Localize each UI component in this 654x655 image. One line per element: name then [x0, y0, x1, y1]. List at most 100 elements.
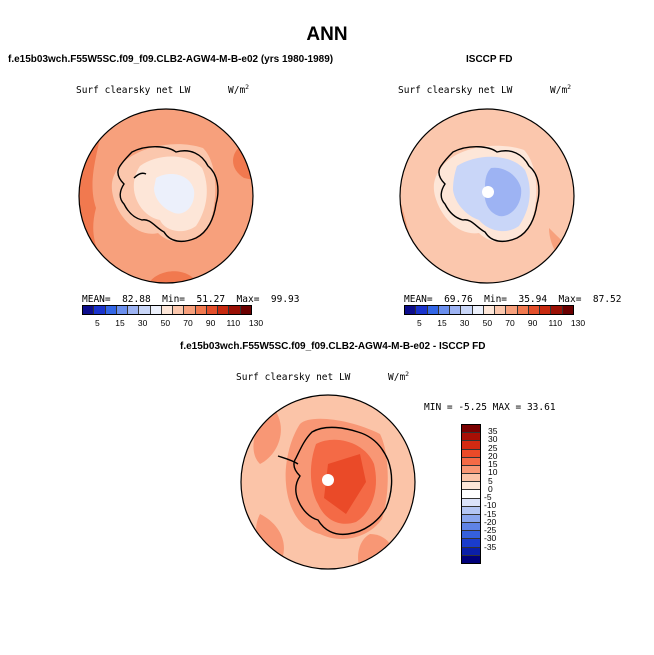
colorbar-tick-label: 130 — [248, 318, 264, 328]
model-stats: MEAN= 82.88 Min= 51.27 Max= 99.93 — [82, 294, 300, 305]
colorbar-swatch — [437, 306, 450, 314]
colorbar-tick-label: -25 — [484, 525, 497, 536]
obs-colorbar-labels: 5 15 30 50 70 90 110 130 — [404, 318, 585, 330]
obs-antarctica-coastline — [438, 146, 540, 243]
colorbar-tick-label: 50 — [482, 318, 493, 328]
diff-interior-max — [324, 454, 366, 514]
model-units-label: W/m2 — [228, 83, 250, 97]
diff-warm-patch-northwest — [253, 404, 281, 464]
colorbar-swatch — [505, 306, 517, 314]
colorbar-swatch — [462, 554, 480, 563]
diff-variable-label: Surf clearsky net LW — [236, 372, 351, 383]
obs-coldest-interior — [484, 167, 522, 217]
colorbar-tick-label: 15 — [437, 318, 447, 328]
colorbar-swatch — [104, 306, 116, 314]
obs-units-label: W/m2 — [550, 83, 572, 97]
colorbar-tick-label: 5 — [488, 475, 493, 486]
colorbar-tick-label: 10 — [488, 467, 498, 478]
colorbar-swatch — [462, 440, 480, 449]
colorbar-swatch — [471, 306, 483, 314]
model-panel-header: f.e15b03wch.F55W5SC.f09_f09.CLB2-AGW4-M-… — [8, 54, 334, 65]
obs-stats: MEAN= 69.76 Min= 35.94 Max= 87.52 — [404, 294, 622, 305]
colorbar-tick-label: 110 — [226, 318, 241, 328]
diff-panel-header: f.e15b03wch.F55W5SC.f09_f09.CLB2-AGW4-M-… — [180, 341, 486, 352]
obs-panel-header: ISCCP FD — [466, 54, 513, 65]
colorbar-tick-label: 15 — [115, 318, 125, 328]
colorbar-tick-label: -5 — [484, 492, 492, 503]
colorbar-tick-label: 70 — [505, 318, 515, 328]
diff-antarctica-coastline — [277, 426, 393, 536]
colorbar-tick-label: -10 — [484, 500, 497, 511]
colorbar-swatch — [527, 306, 540, 314]
colorbar-swatch — [462, 473, 480, 482]
colorbar-tick-label: 25 — [488, 442, 498, 453]
colorbar-tick-label: 90 — [205, 318, 216, 328]
colorbar-swatch — [172, 306, 184, 314]
colorbar-swatch — [462, 489, 480, 498]
colorbar-swatch — [462, 546, 480, 555]
colorbar-swatch — [138, 306, 150, 314]
diff-colorbar — [461, 424, 481, 564]
colorbar-swatch — [217, 306, 229, 314]
colorbar-tick-label: 50 — [160, 318, 171, 328]
model-polar-map — [78, 108, 254, 284]
obs-colorbar — [404, 305, 574, 315]
diff-map-border — [240, 394, 416, 570]
diff-colorbar-labels: 35 30 25 20 15 10 5 0 -5 -10 -15 -20 -25 -30 -35 — [484, 424, 526, 564]
colorbar-tick-label: 130 — [570, 318, 586, 328]
colorbar-swatch — [426, 306, 438, 314]
colorbar-swatch — [539, 306, 551, 314]
colorbar-swatch — [405, 306, 416, 314]
colorbar-swatch — [561, 306, 573, 314]
colorbar-swatch — [93, 306, 105, 314]
colorbar-tick-label: 30 — [488, 434, 498, 445]
colorbar-swatch — [449, 306, 461, 314]
colorbar-swatch — [83, 306, 94, 314]
colorbar-swatch — [228, 306, 240, 314]
colorbar-swatch — [462, 432, 480, 441]
colorbar-tick-label: 20 — [488, 450, 498, 461]
model-colorbar-labels: 5 15 30 50 70 90 110 130 — [82, 318, 263, 330]
colorbar-swatch — [205, 306, 218, 314]
colorbar-swatch — [462, 522, 480, 531]
colorbar-tick-label: 5 — [416, 318, 422, 328]
colorbar-tick-label: -15 — [484, 508, 497, 519]
colorbar-tick-label: 90 — [527, 318, 538, 328]
obs-polar-map — [399, 108, 575, 284]
colorbar-swatch — [462, 481, 480, 490]
colorbar-swatch — [462, 456, 480, 465]
colorbar-swatch — [415, 306, 427, 314]
colorbar-tick-label: 110 — [548, 318, 563, 328]
colorbar-swatch — [462, 538, 480, 547]
colorbar-swatch — [183, 306, 195, 314]
model-cold-interior — [154, 174, 195, 214]
colorbar-swatch — [115, 306, 128, 314]
colorbar-swatch — [462, 425, 480, 433]
model-map-border — [78, 108, 254, 284]
colorbar-tick-label: 35 — [488, 426, 498, 437]
colorbar-swatch — [462, 505, 480, 514]
diff-warm-patch-southwest — [256, 514, 284, 564]
colorbar-swatch — [462, 464, 480, 474]
colorbar-swatch — [462, 513, 480, 523]
diff-stats: MIN = -5.25 MAX = 33.61 — [424, 402, 556, 413]
colorbar-tick-label: 0 — [488, 483, 493, 494]
diff-pole-hole — [322, 474, 334, 486]
colorbar-swatch — [550, 306, 562, 314]
colorbar-swatch — [516, 306, 528, 314]
main-title: ANN — [306, 24, 348, 45]
obs-pole-hole — [482, 186, 494, 198]
colorbar-swatch — [149, 306, 161, 314]
model-antarctica-coastline — [117, 146, 219, 243]
obs-map-border — [399, 108, 575, 284]
colorbar-swatch — [194, 306, 206, 314]
colorbar-tick-label: 30 — [137, 318, 148, 328]
colorbar-swatch — [482, 306, 495, 314]
colorbar-swatch — [127, 306, 139, 314]
colorbar-tick-label: 30 — [459, 318, 470, 328]
colorbar-tick-label: 5 — [94, 318, 100, 328]
model-variable-label: Surf clearsky net LW — [76, 85, 191, 96]
colorbar-swatch — [462, 530, 480, 539]
colorbar-swatch — [460, 306, 472, 314]
colorbar-tick-label: -35 — [484, 541, 497, 552]
